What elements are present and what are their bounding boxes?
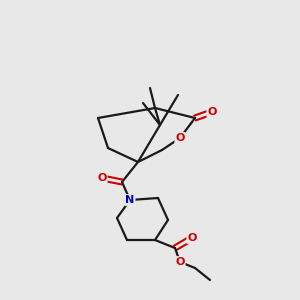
- Text: O: O: [175, 133, 185, 143]
- Text: O: O: [187, 233, 197, 243]
- Text: O: O: [175, 257, 185, 267]
- Text: O: O: [207, 107, 217, 117]
- Text: N: N: [125, 195, 135, 205]
- Text: O: O: [97, 173, 107, 183]
